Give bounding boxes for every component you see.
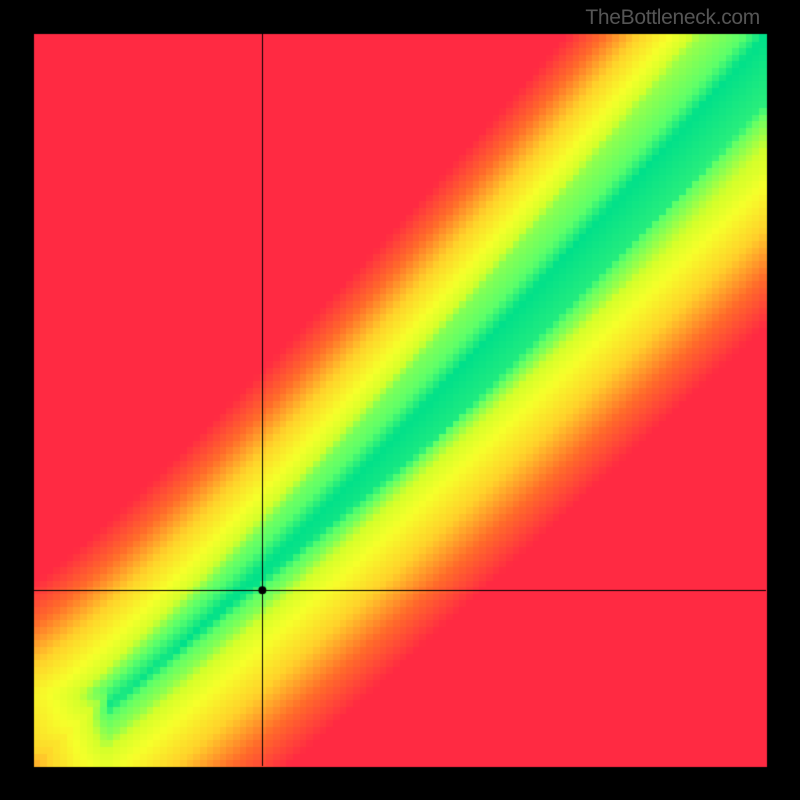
heatmap-canvas-wrap — [0, 0, 800, 800]
bottleneck-heatmap — [0, 0, 800, 800]
watermark-text: TheBottleneck.com — [585, 6, 760, 30]
figure-container: { "figure": { "width_px": 800, "height_p… — [0, 0, 800, 800]
